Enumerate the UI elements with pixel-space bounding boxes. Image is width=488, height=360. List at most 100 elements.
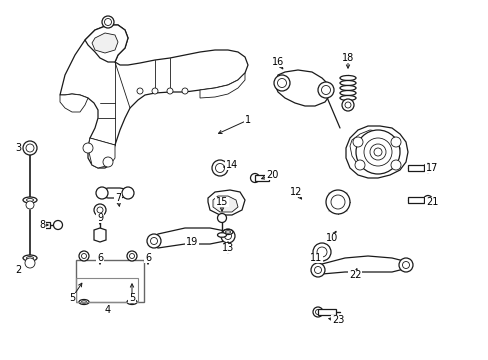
Text: 16: 16: [271, 57, 284, 67]
Ellipse shape: [127, 300, 137, 305]
Circle shape: [127, 251, 137, 261]
Circle shape: [217, 213, 226, 222]
Text: 12: 12: [289, 187, 302, 197]
Ellipse shape: [23, 197, 37, 203]
Ellipse shape: [339, 85, 355, 90]
Text: 2: 2: [15, 265, 21, 275]
Text: 18: 18: [341, 53, 353, 63]
Ellipse shape: [26, 198, 34, 202]
Polygon shape: [207, 190, 244, 215]
Circle shape: [363, 138, 391, 166]
Circle shape: [224, 233, 231, 239]
Polygon shape: [315, 256, 407, 274]
Circle shape: [79, 251, 89, 261]
Circle shape: [369, 144, 385, 160]
Polygon shape: [213, 196, 238, 212]
Circle shape: [312, 243, 330, 261]
Circle shape: [355, 130, 399, 174]
Circle shape: [212, 160, 227, 176]
Circle shape: [321, 85, 330, 94]
Polygon shape: [150, 228, 229, 248]
Circle shape: [423, 195, 431, 204]
Polygon shape: [60, 94, 88, 112]
Text: 17: 17: [425, 163, 437, 173]
Circle shape: [314, 266, 321, 274]
Circle shape: [26, 144, 34, 152]
Bar: [407, 197, 423, 203]
Polygon shape: [92, 33, 118, 53]
Polygon shape: [349, 130, 399, 170]
Circle shape: [137, 88, 142, 94]
Text: 6: 6: [97, 253, 103, 263]
Ellipse shape: [26, 256, 34, 260]
Text: 1: 1: [244, 115, 250, 125]
Circle shape: [352, 137, 362, 147]
Polygon shape: [200, 73, 244, 98]
Ellipse shape: [225, 231, 230, 233]
Circle shape: [182, 88, 187, 94]
Polygon shape: [85, 25, 128, 62]
Circle shape: [398, 258, 412, 272]
Polygon shape: [100, 188, 130, 198]
Ellipse shape: [79, 300, 89, 305]
Circle shape: [315, 310, 320, 315]
Circle shape: [310, 263, 325, 277]
Circle shape: [221, 229, 235, 243]
Text: 20: 20: [265, 170, 278, 180]
Text: 13: 13: [222, 243, 234, 253]
Circle shape: [325, 190, 349, 214]
Circle shape: [83, 143, 93, 153]
Circle shape: [390, 137, 400, 147]
Polygon shape: [60, 25, 247, 168]
Ellipse shape: [81, 301, 86, 303]
Circle shape: [96, 187, 108, 199]
Text: 6: 6: [144, 253, 151, 263]
Circle shape: [122, 187, 134, 199]
Bar: [42, 222, 50, 228]
Circle shape: [423, 163, 431, 172]
Circle shape: [223, 243, 232, 252]
Circle shape: [97, 207, 103, 213]
Ellipse shape: [339, 81, 355, 85]
Text: 5: 5: [69, 293, 75, 303]
Circle shape: [341, 99, 353, 111]
Ellipse shape: [217, 233, 226, 237]
Text: 4: 4: [105, 305, 111, 315]
Ellipse shape: [223, 230, 232, 234]
Ellipse shape: [339, 90, 355, 95]
Circle shape: [250, 174, 259, 183]
Polygon shape: [346, 126, 407, 178]
Circle shape: [103, 157, 113, 167]
Circle shape: [273, 75, 289, 91]
Circle shape: [316, 247, 326, 257]
Circle shape: [150, 238, 157, 244]
Bar: [254, 175, 268, 181]
Circle shape: [147, 234, 161, 248]
Text: 9: 9: [97, 213, 103, 223]
Circle shape: [373, 148, 381, 156]
Circle shape: [277, 78, 286, 87]
Text: 3: 3: [15, 143, 21, 153]
Circle shape: [330, 195, 345, 209]
Circle shape: [390, 160, 400, 170]
Polygon shape: [274, 70, 329, 106]
Circle shape: [23, 141, 37, 155]
Text: 23: 23: [331, 315, 344, 325]
Circle shape: [312, 307, 323, 317]
Circle shape: [104, 18, 111, 26]
Text: 8: 8: [39, 220, 45, 230]
Text: 15: 15: [215, 197, 228, 207]
Text: 22: 22: [348, 270, 361, 280]
Text: 11: 11: [309, 253, 322, 263]
Bar: [76, 260, 143, 302]
Ellipse shape: [339, 95, 355, 100]
Bar: [76, 278, 138, 302]
Ellipse shape: [339, 76, 355, 81]
Circle shape: [354, 160, 364, 170]
Text: 14: 14: [225, 160, 238, 170]
Text: 10: 10: [325, 233, 337, 243]
Text: 21: 21: [425, 197, 437, 207]
Ellipse shape: [23, 255, 37, 261]
Circle shape: [167, 88, 173, 94]
Circle shape: [215, 163, 224, 172]
